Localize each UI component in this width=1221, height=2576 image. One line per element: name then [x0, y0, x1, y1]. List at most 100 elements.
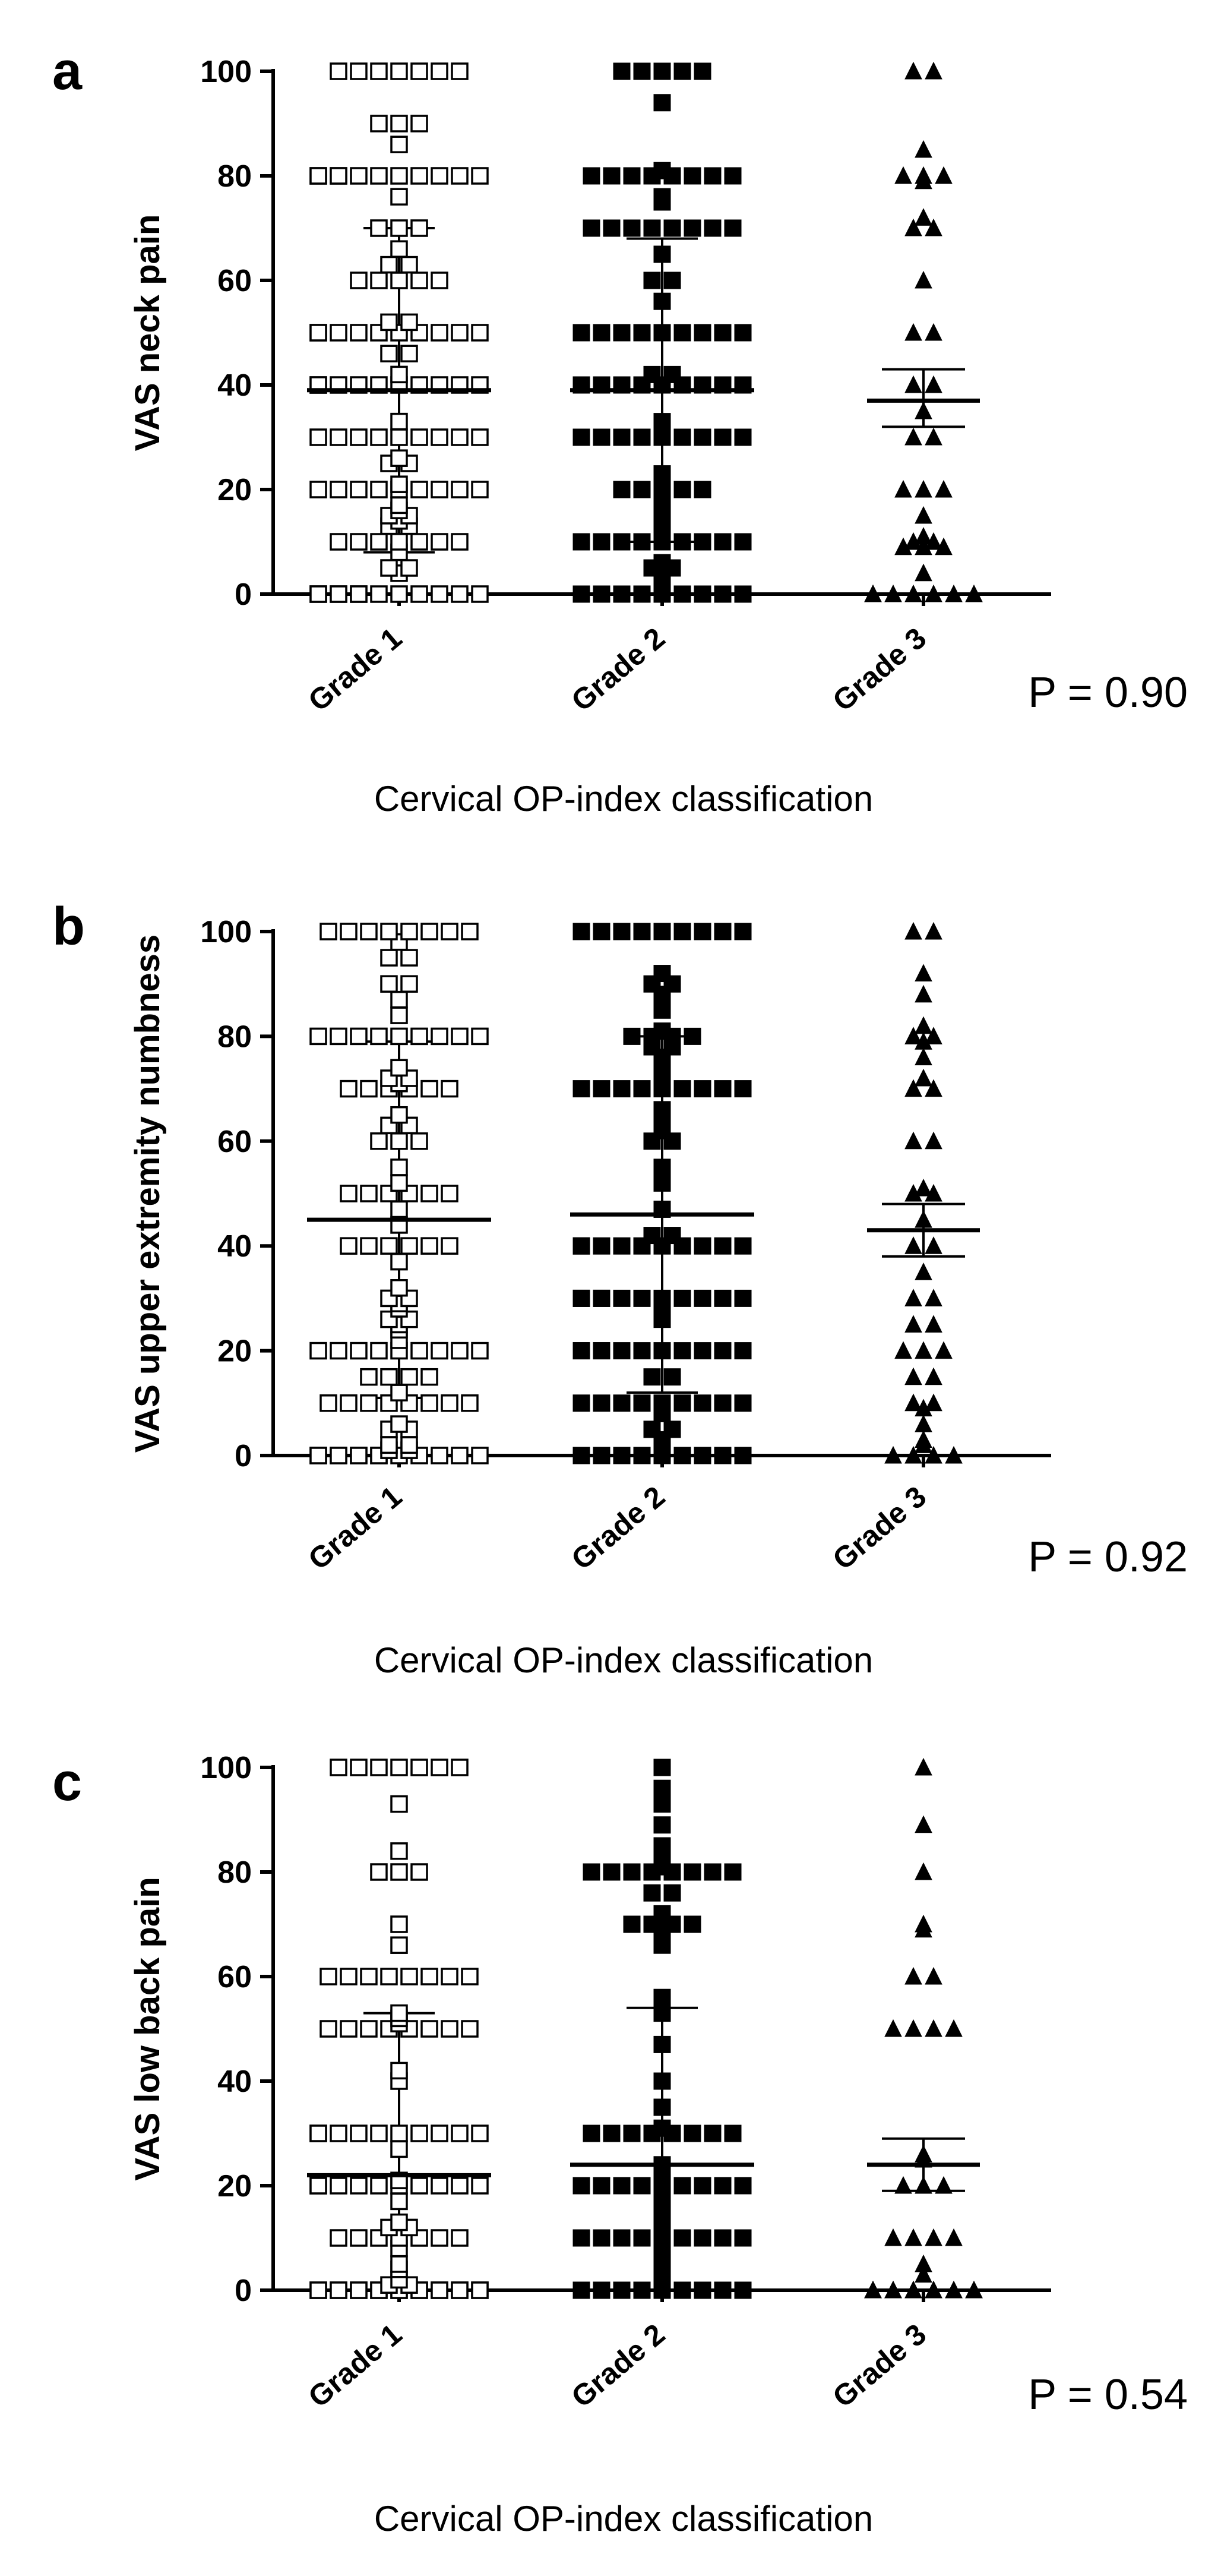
data-point — [904, 1079, 922, 1097]
x-tick-label: Grade 1 — [302, 2318, 408, 2414]
data-point — [633, 62, 651, 80]
data-point — [694, 2177, 711, 2195]
data-point — [461, 923, 479, 940]
y-tick-label: 100 — [200, 915, 252, 949]
data-point — [864, 584, 882, 602]
data-point — [894, 2176, 912, 2194]
data-point — [633, 585, 651, 603]
data-point — [390, 990, 408, 1009]
data-point — [390, 1863, 408, 1881]
data-point — [441, 2020, 458, 2038]
data-point — [714, 324, 732, 342]
data-point — [390, 1106, 408, 1124]
data-point — [451, 1447, 469, 1464]
data-point — [694, 1289, 711, 1307]
data-point — [583, 2124, 600, 2142]
data-point — [431, 272, 448, 289]
data-point — [330, 481, 347, 498]
data-point — [441, 1968, 458, 1985]
data-point — [633, 1289, 651, 1307]
data-point — [410, 1341, 428, 1360]
panel-letter: b — [52, 897, 85, 956]
data-point — [673, 1447, 691, 1464]
data-point — [309, 324, 327, 342]
x-tick-label: Grade 3 — [826, 621, 932, 718]
data-point — [330, 1447, 347, 1464]
data-point — [673, 1394, 691, 1412]
data-point — [925, 1236, 942, 1254]
data-point — [420, 1368, 438, 1386]
data-point — [390, 1174, 408, 1192]
data-point — [663, 1884, 681, 1902]
data-point — [663, 1227, 681, 1245]
data-point — [370, 324, 388, 342]
data-point — [572, 1237, 590, 1255]
data-point — [653, 1759, 671, 1776]
data-point — [410, 481, 428, 498]
data-point — [431, 62, 448, 80]
data-point — [360, 1968, 378, 1985]
data-point — [390, 1936, 408, 1954]
data-point — [350, 2177, 368, 2195]
data-point — [945, 584, 963, 602]
data-point — [471, 1447, 489, 1464]
data-point — [734, 1080, 752, 1098]
data-point — [340, 923, 358, 940]
data-point — [380, 949, 398, 967]
data-point — [915, 1914, 932, 1933]
data-point — [380, 975, 398, 993]
data-point — [471, 324, 489, 342]
data-point — [673, 2229, 691, 2247]
data-point — [915, 1210, 932, 1228]
data-point — [714, 2281, 732, 2299]
data-point — [613, 585, 631, 603]
data-point — [734, 1342, 752, 1360]
data-point — [915, 479, 932, 498]
data-point — [915, 140, 932, 158]
data-point — [330, 428, 347, 446]
data-point — [714, 1237, 732, 1255]
data-point — [915, 506, 932, 524]
data-point — [925, 1315, 942, 1333]
data-point — [915, 2265, 932, 2283]
data-point — [714, 1447, 732, 1464]
data-point — [653, 1101, 671, 1119]
data-point — [390, 475, 408, 493]
data-point — [380, 1368, 398, 1386]
series-grade-1 — [307, 62, 491, 603]
data-point — [572, 1342, 590, 1360]
data-point — [653, 245, 671, 263]
y-tick-label: 20 — [217, 473, 252, 507]
data-point — [390, 2004, 408, 2022]
data-point — [904, 323, 922, 341]
data-point — [471, 167, 489, 185]
panels: a 0 20 40 60 80 100 Grade 1 Grade 2 Grade 3 VAS ne… — [52, 42, 1188, 2539]
data-point — [663, 365, 681, 383]
data-point — [714, 585, 732, 603]
data-point — [915, 270, 932, 289]
data-point — [724, 167, 742, 185]
data-point — [471, 585, 489, 603]
data-point — [603, 2124, 621, 2142]
data-point — [673, 481, 691, 498]
data-point — [451, 2281, 469, 2299]
data-point — [704, 2124, 722, 2142]
data-point — [593, 2281, 610, 2299]
data-point — [894, 479, 912, 498]
data-point — [431, 324, 448, 342]
data-point — [572, 1447, 590, 1464]
data-point — [390, 272, 408, 289]
data-point — [370, 1027, 388, 1046]
data-point — [451, 1027, 469, 1046]
y-tick-label: 80 — [217, 1019, 252, 1054]
data-point — [309, 481, 327, 498]
data-point — [350, 2281, 368, 2299]
data-point — [370, 219, 388, 237]
data-point — [420, 1185, 438, 1202]
data-point — [663, 219, 681, 237]
data-point — [684, 1863, 701, 1881]
data-point — [451, 585, 469, 603]
data-point — [451, 167, 469, 185]
data-point — [350, 272, 368, 289]
data-point — [583, 219, 600, 237]
